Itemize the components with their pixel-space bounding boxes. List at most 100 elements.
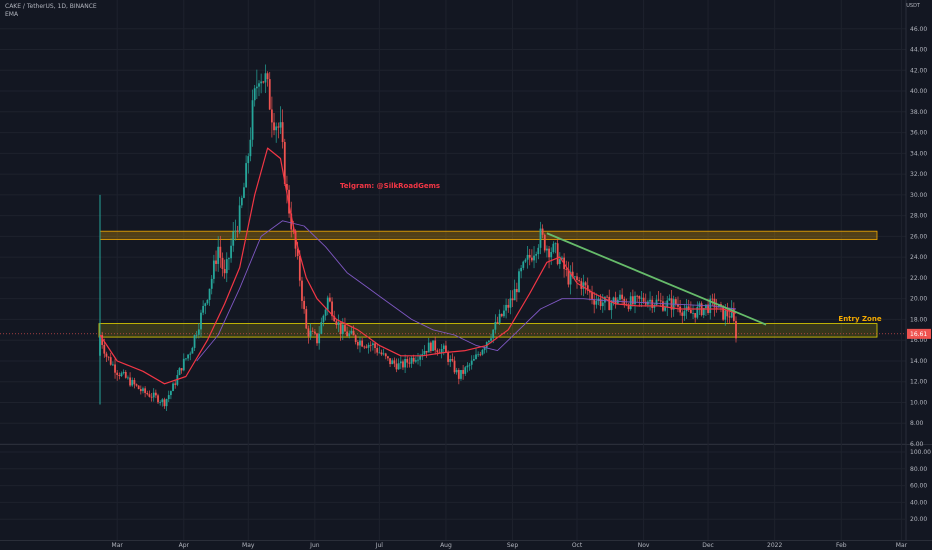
candle-body bbox=[154, 392, 157, 396]
candle-body bbox=[318, 333, 321, 344]
trendline-group[interactable] bbox=[546, 232, 767, 326]
candle-body bbox=[165, 399, 168, 407]
candle-body bbox=[348, 333, 351, 337]
candle-body bbox=[513, 289, 516, 301]
candle-body bbox=[236, 230, 239, 232]
candle-body bbox=[124, 371, 127, 378]
candle-body bbox=[170, 391, 172, 396]
y-tick-label: 32.00 bbox=[910, 171, 927, 178]
candle-body bbox=[477, 354, 480, 356]
candle-body bbox=[425, 350, 428, 353]
candle-body bbox=[212, 260, 215, 279]
candle-body bbox=[414, 360, 417, 362]
candle-body bbox=[230, 245, 232, 259]
candle-body bbox=[500, 313, 503, 317]
candle-body bbox=[243, 187, 245, 198]
candle-body bbox=[494, 321, 497, 330]
candle-body bbox=[363, 346, 366, 348]
candle-body bbox=[683, 311, 686, 316]
candle-body bbox=[677, 304, 679, 307]
ema-lines bbox=[99, 147, 737, 385]
candle-body bbox=[548, 248, 550, 258]
candle-body bbox=[139, 389, 142, 392]
candle-body bbox=[571, 271, 574, 277]
candle-body bbox=[163, 399, 166, 407]
candle-body bbox=[281, 122, 284, 142]
candle-body bbox=[290, 213, 293, 230]
candle-body bbox=[350, 330, 353, 334]
candle-body bbox=[313, 331, 316, 334]
candle-body bbox=[374, 343, 376, 349]
ema-slow-line bbox=[196, 220, 737, 362]
candle-body bbox=[335, 321, 338, 325]
candle-body bbox=[105, 353, 108, 357]
symbol-title[interactable]: CAKE / TetherUS, 1D, BINANCE bbox=[5, 3, 97, 10]
candle-body bbox=[127, 377, 129, 379]
candle-body bbox=[185, 358, 187, 360]
candle-body bbox=[337, 322, 340, 325]
candle-body bbox=[593, 299, 596, 305]
indicator-legend[interactable]: EMA bbox=[5, 11, 19, 18]
y-tick-label: 30.00 bbox=[910, 192, 927, 199]
candle-body bbox=[511, 298, 514, 301]
candle-body bbox=[732, 308, 735, 321]
candle-body bbox=[449, 359, 452, 362]
candle-body bbox=[524, 259, 527, 262]
lower-y-tick-label: 20.00 bbox=[910, 516, 927, 523]
candle-body bbox=[518, 271, 520, 293]
candle-body bbox=[305, 309, 308, 329]
candle-body bbox=[642, 297, 645, 302]
candle-body bbox=[324, 309, 327, 316]
candle-body bbox=[200, 312, 202, 330]
candle-body bbox=[206, 299, 209, 304]
candle-body bbox=[541, 228, 544, 235]
x-tick-label: Dec bbox=[702, 542, 714, 549]
candle-body bbox=[552, 243, 555, 253]
candle-body bbox=[445, 345, 447, 353]
candle-body bbox=[341, 324, 344, 335]
candle-body bbox=[659, 300, 662, 302]
y-tick-label: 36.00 bbox=[910, 130, 927, 137]
y-tick-label: 34.00 bbox=[910, 150, 927, 157]
candle-body bbox=[131, 380, 134, 386]
candle-body bbox=[361, 340, 364, 347]
candle-body bbox=[322, 315, 325, 323]
candle-body bbox=[174, 383, 177, 385]
y-tick-label: 6.00 bbox=[910, 441, 924, 448]
candle-body bbox=[144, 388, 147, 393]
x-tick-label: Aug bbox=[440, 542, 452, 549]
candle-body bbox=[730, 308, 733, 318]
candle-body bbox=[608, 296, 611, 311]
candle-body bbox=[135, 384, 138, 386]
candle-body bbox=[533, 255, 535, 261]
candle-body bbox=[550, 252, 553, 258]
candle-body bbox=[595, 300, 598, 305]
candle-body bbox=[715, 307, 718, 309]
candle-body bbox=[142, 388, 144, 392]
candle-body bbox=[423, 350, 426, 355]
x-tick-label: Jul bbox=[375, 542, 384, 549]
candle-body bbox=[249, 139, 252, 157]
candle-body bbox=[395, 363, 398, 370]
candle-body bbox=[150, 396, 153, 398]
price-axis[interactable]: 6.00 8.00 10.00 12.00 14.00 16.00 18.00 20.00 22… bbox=[907, 26, 931, 448]
entry-zone bbox=[98, 323, 878, 338]
candle-body bbox=[412, 357, 415, 362]
time-axis[interactable]: Mar Apr May Jun Jul Aug Sep Oct Nov Dec 2022 Feb Mar bbox=[112, 542, 908, 549]
candle-body bbox=[283, 141, 286, 184]
candle-body bbox=[146, 392, 149, 395]
candle-body bbox=[599, 298, 602, 307]
candle-body bbox=[417, 359, 419, 361]
candle-body bbox=[189, 353, 192, 355]
candle-body bbox=[111, 364, 114, 366]
candle-body bbox=[610, 302, 613, 311]
candle-body bbox=[389, 358, 391, 365]
candle-body bbox=[442, 345, 445, 349]
candle-body bbox=[118, 375, 121, 377]
candle-body bbox=[346, 331, 348, 337]
candle-body bbox=[584, 282, 587, 286]
candle-body bbox=[137, 385, 140, 390]
candle-body bbox=[668, 298, 671, 301]
